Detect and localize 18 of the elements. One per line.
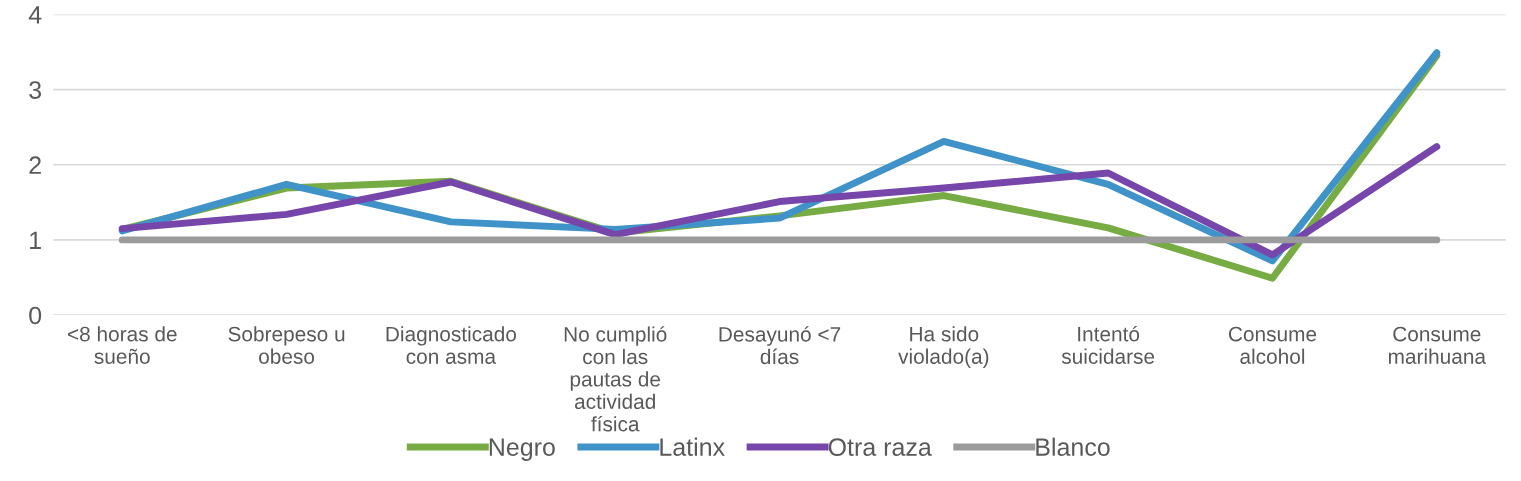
y-tick-label: 4 <box>28 6 42 24</box>
legend-label: Latinx <box>660 437 725 456</box>
y-tick-label: 2 <box>29 156 41 174</box>
legend-label: Blanco <box>1036 437 1110 456</box>
y-tick-label: 3 <box>29 81 42 99</box>
x-tick-label: <8 horas de sueño <box>67 326 177 364</box>
x-tick-label: Intentó suicidarse <box>1061 325 1155 364</box>
x-tick-label: Diagnosticado con asma <box>386 326 517 364</box>
y-tick-label: 1 <box>30 231 41 249</box>
legend-label: Otra raza <box>828 438 932 456</box>
x-tick-label: No cumplió con las pautas de actividad física <box>564 326 667 432</box>
x-tick-label: Consume alcohol <box>1228 326 1317 364</box>
x-tick-label: Sobrepeso u obeso <box>228 326 345 364</box>
y-tick-label: 0 <box>29 306 42 325</box>
legend-label: Negro <box>489 438 555 461</box>
x-tick-label: Desayunó <7 días <box>719 326 841 365</box>
x-tick-label: Ha sido violado(a) <box>898 326 989 369</box>
x-tick-label: Consume marihuana <box>1388 326 1486 364</box>
